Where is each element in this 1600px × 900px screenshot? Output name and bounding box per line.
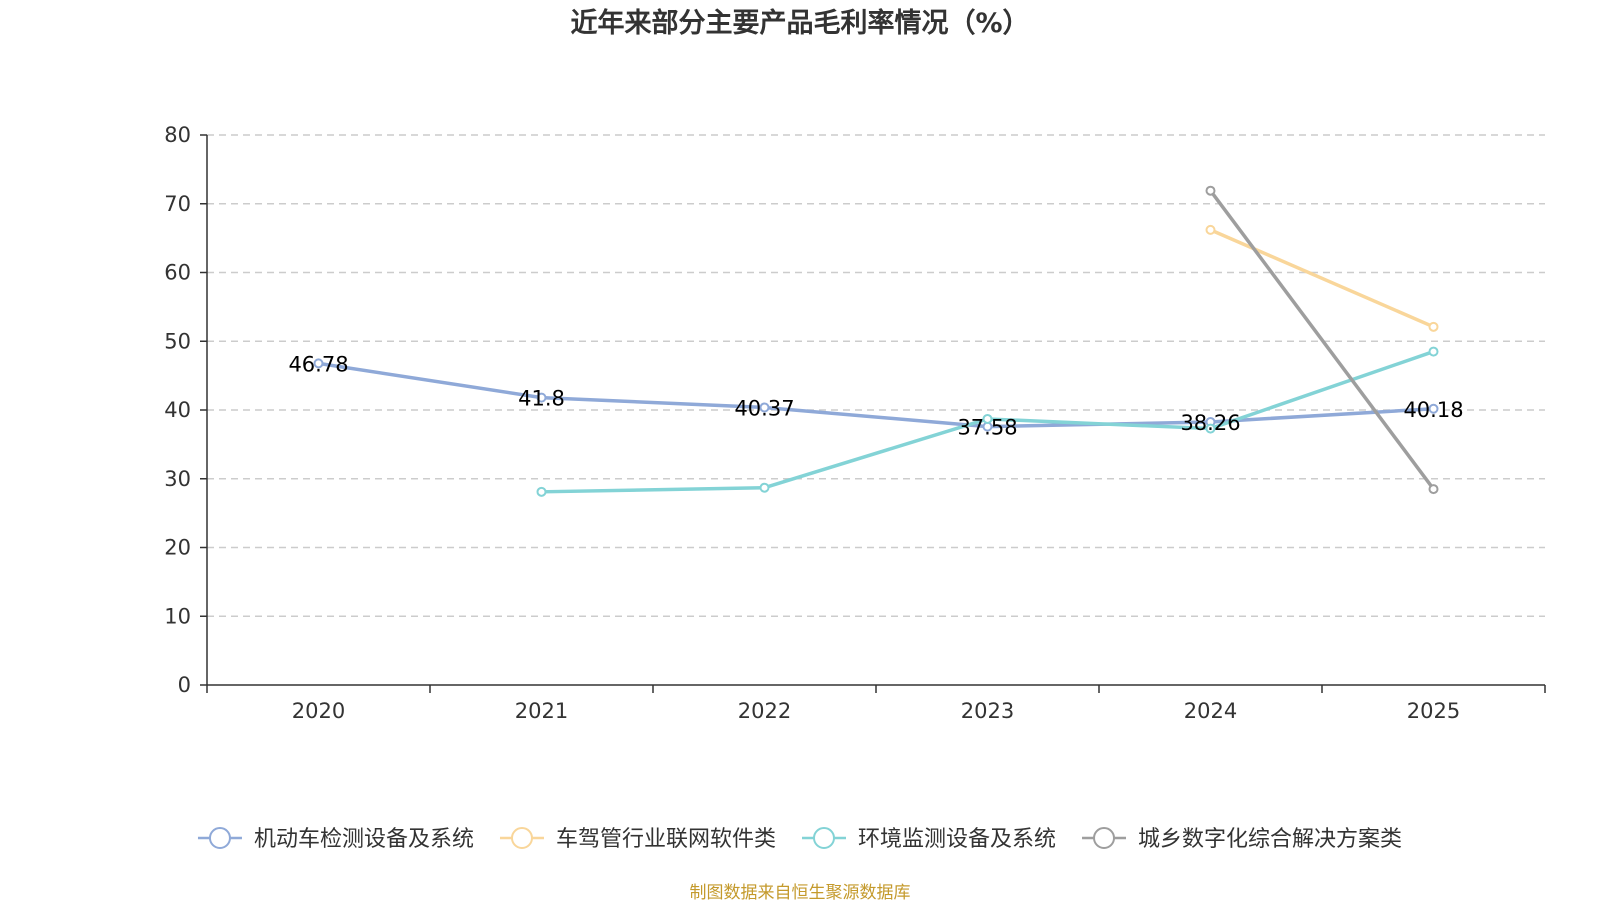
data-point[interactable]	[1205, 423, 1216, 434]
series-line	[1209, 189, 1435, 491]
x-tick-label: 2023	[961, 699, 1014, 723]
y-tick-label: 0	[178, 673, 191, 697]
chart-title: 近年来部分主要产品毛利率情况（%）	[570, 7, 1029, 39]
data-point[interactable]	[1428, 403, 1439, 414]
y-tick-label: 80	[164, 123, 191, 147]
data-point[interactable]	[1428, 321, 1439, 332]
data-source-note: 制图数据来自恒生聚源数据库	[690, 883, 911, 900]
data-point[interactable]	[982, 413, 993, 424]
x-tick-label: 2020	[292, 699, 345, 723]
data-point[interactable]	[1428, 346, 1439, 357]
axes: 0 10 20 30 40 50 60 70 80 2020 2021 2022 2023 2024 202…	[164, 123, 1546, 723]
x-tick-label: 2025	[1407, 699, 1460, 723]
data-label: 40.18	[1403, 398, 1463, 422]
legend-label: 机动车检测设备及系统	[254, 827, 474, 852]
series-3	[536, 346, 1439, 497]
legend-item-2[interactable]: 车驾管行业联网软件类	[499, 827, 776, 852]
data-point[interactable]	[313, 358, 324, 369]
data-point[interactable]	[759, 402, 770, 413]
legend-circle-icon	[208, 827, 231, 849]
legend-circle-icon	[510, 827, 533, 849]
legend-item-3[interactable]: 环境监测设备及系统	[802, 827, 1056, 852]
legend-label: 城乡数字化综合解决方案类	[1138, 827, 1402, 852]
data-label: 37.58	[957, 416, 1017, 440]
data-label: 38.26	[1180, 411, 1240, 435]
y-tick-label: 10	[164, 604, 191, 628]
y-tick-label: 70	[164, 192, 191, 216]
series-line	[1209, 228, 1435, 329]
y-tick-label: 60	[164, 261, 191, 285]
x-tick-label: 2021	[515, 699, 568, 723]
legend-circle-icon	[813, 827, 835, 849]
data-point[interactable]	[1205, 185, 1216, 196]
series-lines	[313, 185, 1439, 497]
y-tick-label: 20	[164, 536, 191, 560]
data-labels: 46.78 41.8 40.37 37.58 38.26 40.18	[288, 352, 1463, 439]
y-tick-label: 40	[164, 398, 191, 422]
series-4	[1205, 185, 1439, 495]
series-2	[1205, 224, 1439, 332]
x-tick-label: 2022	[738, 699, 791, 723]
legend[interactable]: 机动车检测设备及系统 车驾管行业联网软件类 环境监测设备及系统 城乡数字化综合解决方案…	[197, 827, 1402, 852]
data-label: 46.78	[288, 352, 348, 376]
legend-item-4[interactable]: 城乡数字化综合解决方案类	[1082, 827, 1402, 852]
data-point[interactable]	[536, 392, 547, 403]
series-line	[318, 361, 1434, 429]
legend-circle-icon	[1093, 827, 1116, 849]
data-point[interactable]	[1205, 224, 1216, 235]
grid-lines	[207, 134, 1545, 617]
y-tick-label: 30	[164, 467, 191, 491]
y-tick-label: 50	[164, 329, 191, 353]
legend-label: 车驾管行业联网软件类	[556, 827, 776, 852]
legend-label: 环境监测设备及系统	[858, 827, 1056, 852]
data-point[interactable]	[1428, 484, 1439, 495]
data-point[interactable]	[536, 486, 547, 497]
data-label: 41.8	[518, 387, 565, 411]
x-tick-label: 2024	[1184, 699, 1237, 723]
series-1	[313, 358, 1439, 432]
data-label: 40.37	[734, 396, 794, 420]
legend-item-1[interactable]: 机动车检测设备及系统	[197, 827, 474, 852]
data-point[interactable]	[759, 482, 770, 493]
